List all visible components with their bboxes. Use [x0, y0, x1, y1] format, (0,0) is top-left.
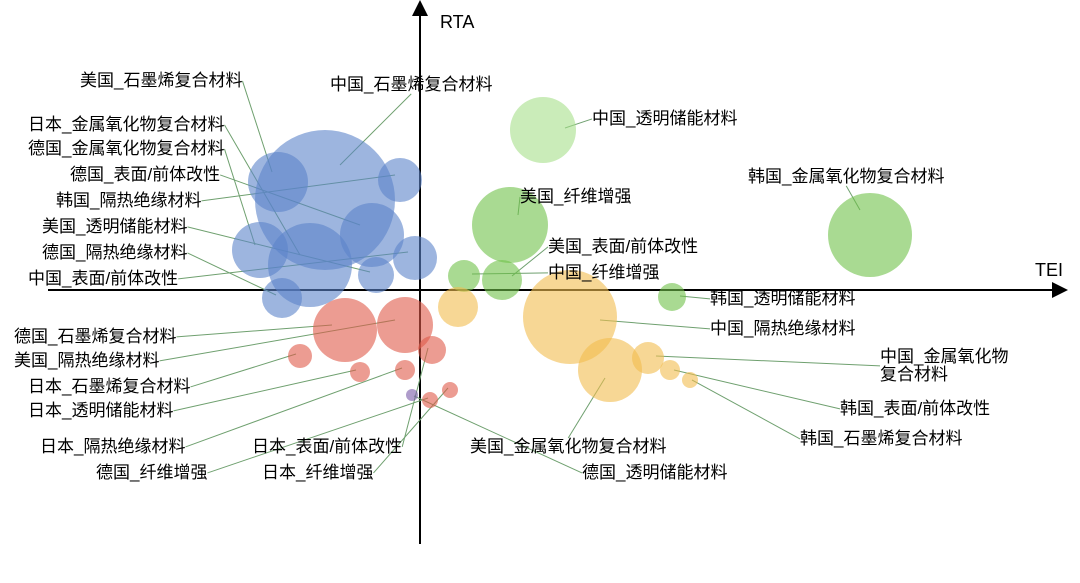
bubble-cn_surface	[393, 236, 437, 280]
label-de_graphene: 德国_石墨烯复合材料	[14, 328, 176, 346]
label-cn_trans: 中国_透明储能材料	[592, 110, 737, 128]
leader-kr_graphene	[692, 380, 800, 439]
label-us_metalox: 美国_金属氧化物复合材料	[470, 438, 666, 456]
x-axis-arrow	[1052, 282, 1068, 298]
label-cn_fiber: 中国_纤维增强	[548, 264, 659, 282]
bubble-jp_trans	[350, 362, 370, 382]
label-jp_thermal: 日本_隔热绝缘材料	[40, 438, 185, 456]
bubble-kr_trans	[658, 283, 686, 311]
bubble-jp_thermal	[395, 360, 415, 380]
label-cn_thermal: 中国_隔热绝缘材料	[710, 320, 855, 338]
label-us_fiber: 美国_纤维增强	[520, 188, 631, 206]
leader-de_trans	[414, 396, 582, 473]
bubble-us_metalox	[578, 338, 642, 402]
label-cn_surface: 中国_表面/前体改性	[28, 270, 178, 288]
leader-jp_thermal	[185, 368, 402, 447]
label-jp_metalox: 日本_金属氧化物复合材料	[28, 116, 224, 134]
label-de_trans: 德国_透明储能材料	[582, 464, 727, 482]
leader-jp_trans	[173, 370, 356, 411]
leader-jp_graphene	[190, 354, 296, 387]
label-kr_surface: 韩国_表面/前体改性	[840, 400, 990, 418]
bubble-cn_metalox2	[438, 287, 478, 327]
x-axis-label: TEI	[1035, 260, 1063, 281]
label-de_thermal: 德国_隔热绝缘材料	[42, 244, 187, 262]
label-cn_graphene: 中国_石墨烯复合材料	[330, 76, 492, 94]
bubble-de_fiber	[422, 392, 438, 408]
leader-cn_metalox2	[656, 356, 880, 366]
label-kr_graphene: 韩国_石墨烯复合材料	[800, 430, 962, 448]
label-us_thermal: 美国_隔热绝缘材料	[14, 352, 159, 370]
label-cn_metalox2: 中国_金属氧化物复合材料	[880, 348, 1008, 384]
label-kr_metalox: 韩国_金属氧化物复合材料	[748, 168, 944, 186]
bubble-jp_graphene	[288, 344, 312, 368]
bubble-quadrant-chart: RTA TEI 美国_石墨烯复合材料 中国_石墨烯复合材料日本_金属氧化物复合材料…	[0, 0, 1080, 583]
bubble-cn_trans	[510, 97, 576, 163]
bubble-jp_fiber	[442, 382, 458, 398]
label-us_surface: 美国_表面/前体改性	[548, 238, 698, 256]
label-jp_graphene: 日本_石墨烯复合材料	[28, 378, 190, 396]
label-de_surface: 德国_表面/前体改性	[70, 166, 220, 184]
bubble-kr_thermal	[378, 158, 422, 202]
label-kr_trans: 韩国_透明储能材料	[710, 290, 855, 308]
label-us_graphene: 美国_石墨烯复合材料	[80, 72, 242, 90]
bubble-kr_surface	[660, 360, 680, 380]
label-jp_trans: 日本_透明储能材料	[28, 402, 173, 420]
bubble-de_trans	[406, 389, 418, 401]
label-de_metalox: 德国_金属氧化物复合材料	[28, 140, 224, 158]
label-de_fiber: 德国_纤维增强	[96, 464, 207, 482]
y-axis-arrow	[412, 0, 428, 16]
y-axis-label: RTA	[440, 12, 474, 33]
label-kr_thermal: 韩国_隔热绝缘材料	[56, 192, 201, 210]
bubble-de_metalox	[232, 222, 288, 278]
bubble-kr_metalox	[828, 193, 912, 277]
bubble-us_graphene	[248, 152, 308, 212]
label-us_trans: 美国_透明储能材料	[42, 218, 187, 236]
bubble-us_surface	[482, 260, 522, 300]
bubble-kr_graphene	[682, 372, 698, 388]
bubble-de_thermal	[262, 278, 302, 318]
bubble-de_graphene	[313, 298, 377, 362]
leader-kr_surface	[674, 370, 840, 409]
bubble-us_trans	[358, 257, 394, 293]
leader-de_graphene	[176, 325, 332, 337]
label-jp_surface: 日本_表面/前体改性	[252, 438, 402, 456]
label-jp_fiber: 日本_纤维增强	[262, 464, 373, 482]
bubble-jp_surface	[418, 336, 446, 364]
leader-de_fiber	[207, 398, 428, 473]
